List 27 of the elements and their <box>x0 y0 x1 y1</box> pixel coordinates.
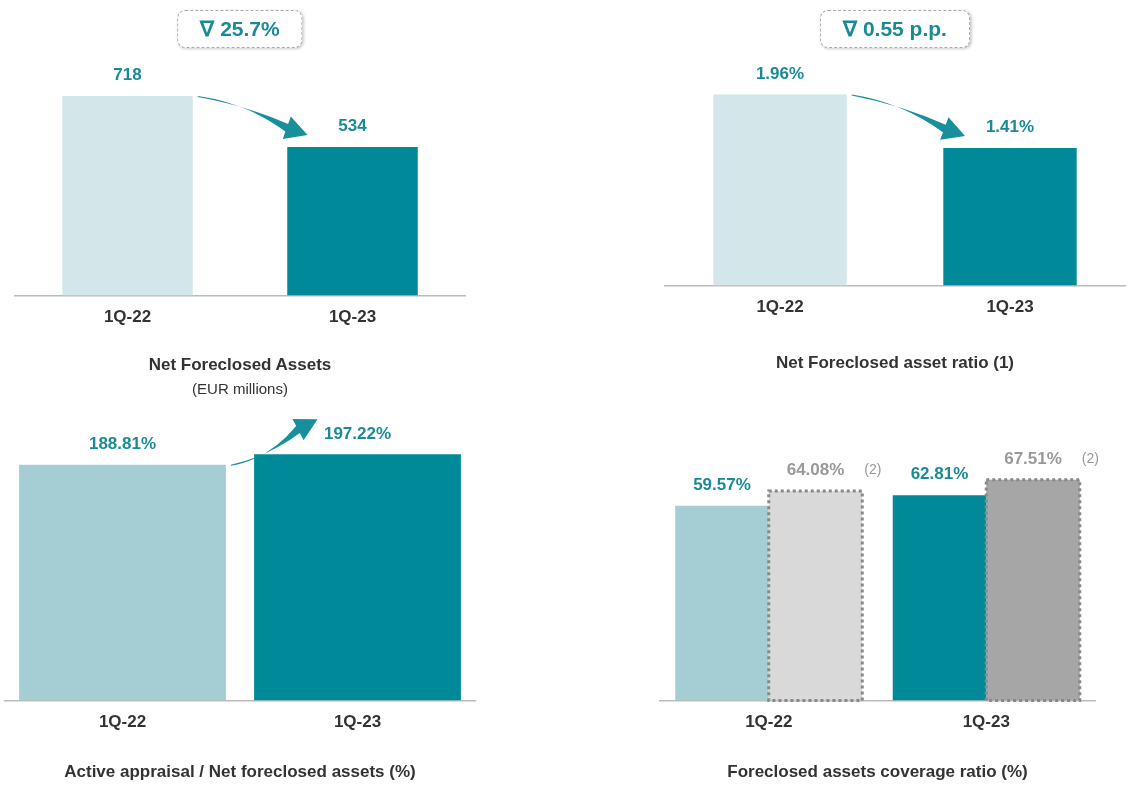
data-label: 64.08% <box>786 460 845 480</box>
x-tick-label: 1Q-22 <box>745 712 793 732</box>
text: (EUR millions) <box>191 380 289 397</box>
x-tick-label: 1Q-23 <box>328 307 377 327</box>
data-label: 59.57% <box>693 474 751 494</box>
text: (2) <box>1081 449 1099 466</box>
data-label: 62.81% <box>910 464 969 484</box>
data-label: 718 <box>113 65 142 85</box>
data-label: 197.22% <box>323 423 392 443</box>
data-label: 534 <box>338 116 368 136</box>
text: ∇ 25.7% <box>177 10 303 48</box>
x-tick-label: 1Q-23 <box>333 712 382 732</box>
x-tick-label: 1Q-22 <box>103 307 152 327</box>
x-tick-label: 1Q-22 <box>756 297 804 317</box>
text: ∇ 0.55 p.p. <box>820 10 970 48</box>
text: Foreclosed assets coverage ratio (%) <box>726 762 1029 782</box>
data-label: 188.81% <box>88 434 157 454</box>
data-label: 1.41% <box>985 117 1035 137</box>
text: (2) <box>864 460 882 477</box>
data-label: 67.51% <box>1004 448 1062 468</box>
x-tick-label: 1Q-22 <box>98 712 147 732</box>
data-label: 1.96% <box>755 63 805 83</box>
x-tick-label: 1Q-23 <box>986 297 1034 317</box>
text: Net Foreclosed asset ratio (1) <box>774 353 1016 373</box>
text: Net Foreclosed Assets <box>147 355 333 375</box>
text: Active appraisal / Net foreclosed assets (%) <box>63 762 417 782</box>
x-tick-label: 1Q-23 <box>962 712 1010 732</box>
